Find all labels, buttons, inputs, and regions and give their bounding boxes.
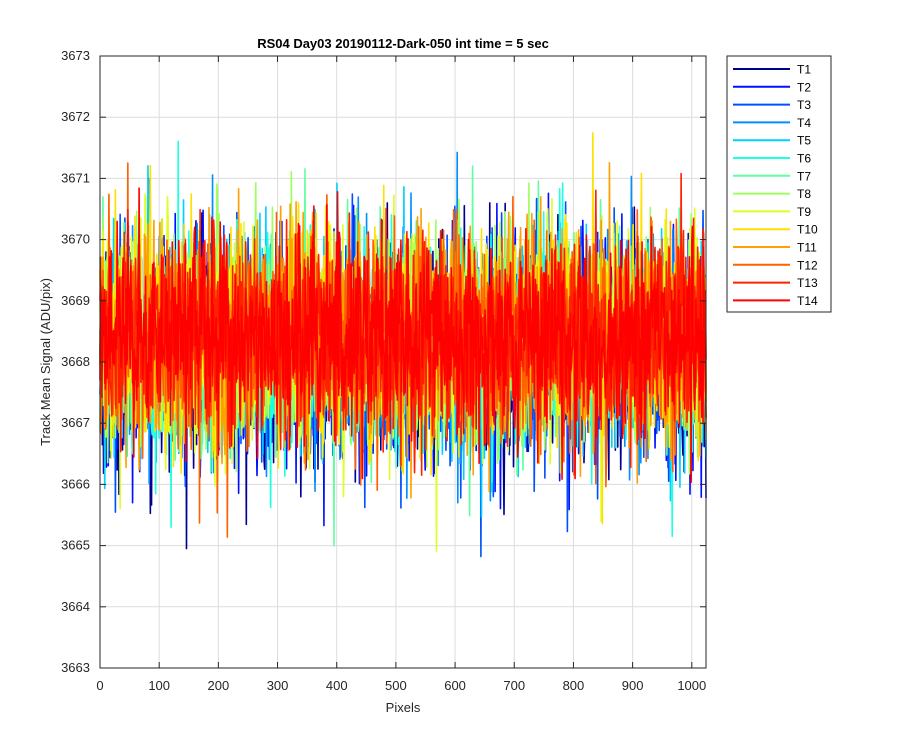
y-tick-label: 3666 [61, 476, 90, 491]
y-axis: 3663 3664 3665 3666 3667 3668 3669 3670 3671 3672… [61, 48, 706, 675]
legend-label-t11: T11 [797, 241, 817, 255]
legend-label-t1: T1 [797, 63, 811, 77]
y-tick-label: 3669 [61, 293, 90, 308]
y-tick-label: 3667 [61, 415, 90, 430]
y-tick-label: 3663 [61, 660, 90, 675]
x-axis: 0 100 200 300 400 500 600 700 800 900 1000 [96, 56, 706, 693]
legend-label-t13: T13 [797, 276, 818, 290]
series-line-t13 [99, 172, 707, 476]
legend-label-t8: T8 [797, 187, 811, 201]
x-tick-label: 600 [444, 678, 466, 693]
series-line-t14 [99, 187, 707, 483]
x-tick-label: 700 [503, 678, 525, 693]
legend-label-t6: T6 [797, 152, 811, 166]
legend-label-t4: T4 [797, 116, 811, 130]
x-tick-label: 0 [96, 678, 103, 693]
legend-label-t10: T10 [797, 223, 818, 237]
legend-label-t9: T9 [797, 205, 811, 219]
chart-title: RS04 Day03 20190112-Dark-050 int time = … [257, 36, 549, 51]
x-tick-label: 400 [326, 678, 348, 693]
y-tick-label: 3665 [61, 538, 90, 553]
legend-label-t14: T14 [797, 294, 818, 308]
x-tick-label: 200 [208, 678, 230, 693]
legend: T1 T2 T3 T4 T5 T6 T7 T8 T9 T10 T11 T12 T13 T14 [726, 55, 832, 313]
series-layer [99, 132, 707, 558]
y-tick-label: 3672 [61, 109, 90, 124]
legend-box [726, 55, 832, 313]
legend-label-t3: T3 [797, 98, 811, 112]
x-tick-label: 900 [622, 678, 644, 693]
legend-label-t5: T5 [797, 134, 811, 148]
x-tick-label: 300 [267, 678, 289, 693]
y-tick-label: 3671 [61, 170, 90, 185]
y-axis-label: Track Mean Signal (ADU/pix) [38, 278, 53, 446]
y-tick-label: 3673 [61, 48, 90, 63]
legend-label-t12: T12 [797, 258, 818, 272]
y-tick-label: 3670 [61, 232, 90, 247]
y-tick-label: 3664 [61, 599, 90, 614]
x-tick-label: 500 [385, 678, 407, 693]
y-tick-label: 3668 [61, 354, 90, 369]
x-tick-label: 1000 [677, 678, 706, 693]
x-axis-label: Pixels [386, 700, 421, 715]
x-tick-label: 100 [148, 678, 170, 693]
x-tick-label: 800 [563, 678, 585, 693]
legend-label-t2: T2 [797, 80, 811, 94]
legend-label-t7: T7 [797, 169, 811, 183]
